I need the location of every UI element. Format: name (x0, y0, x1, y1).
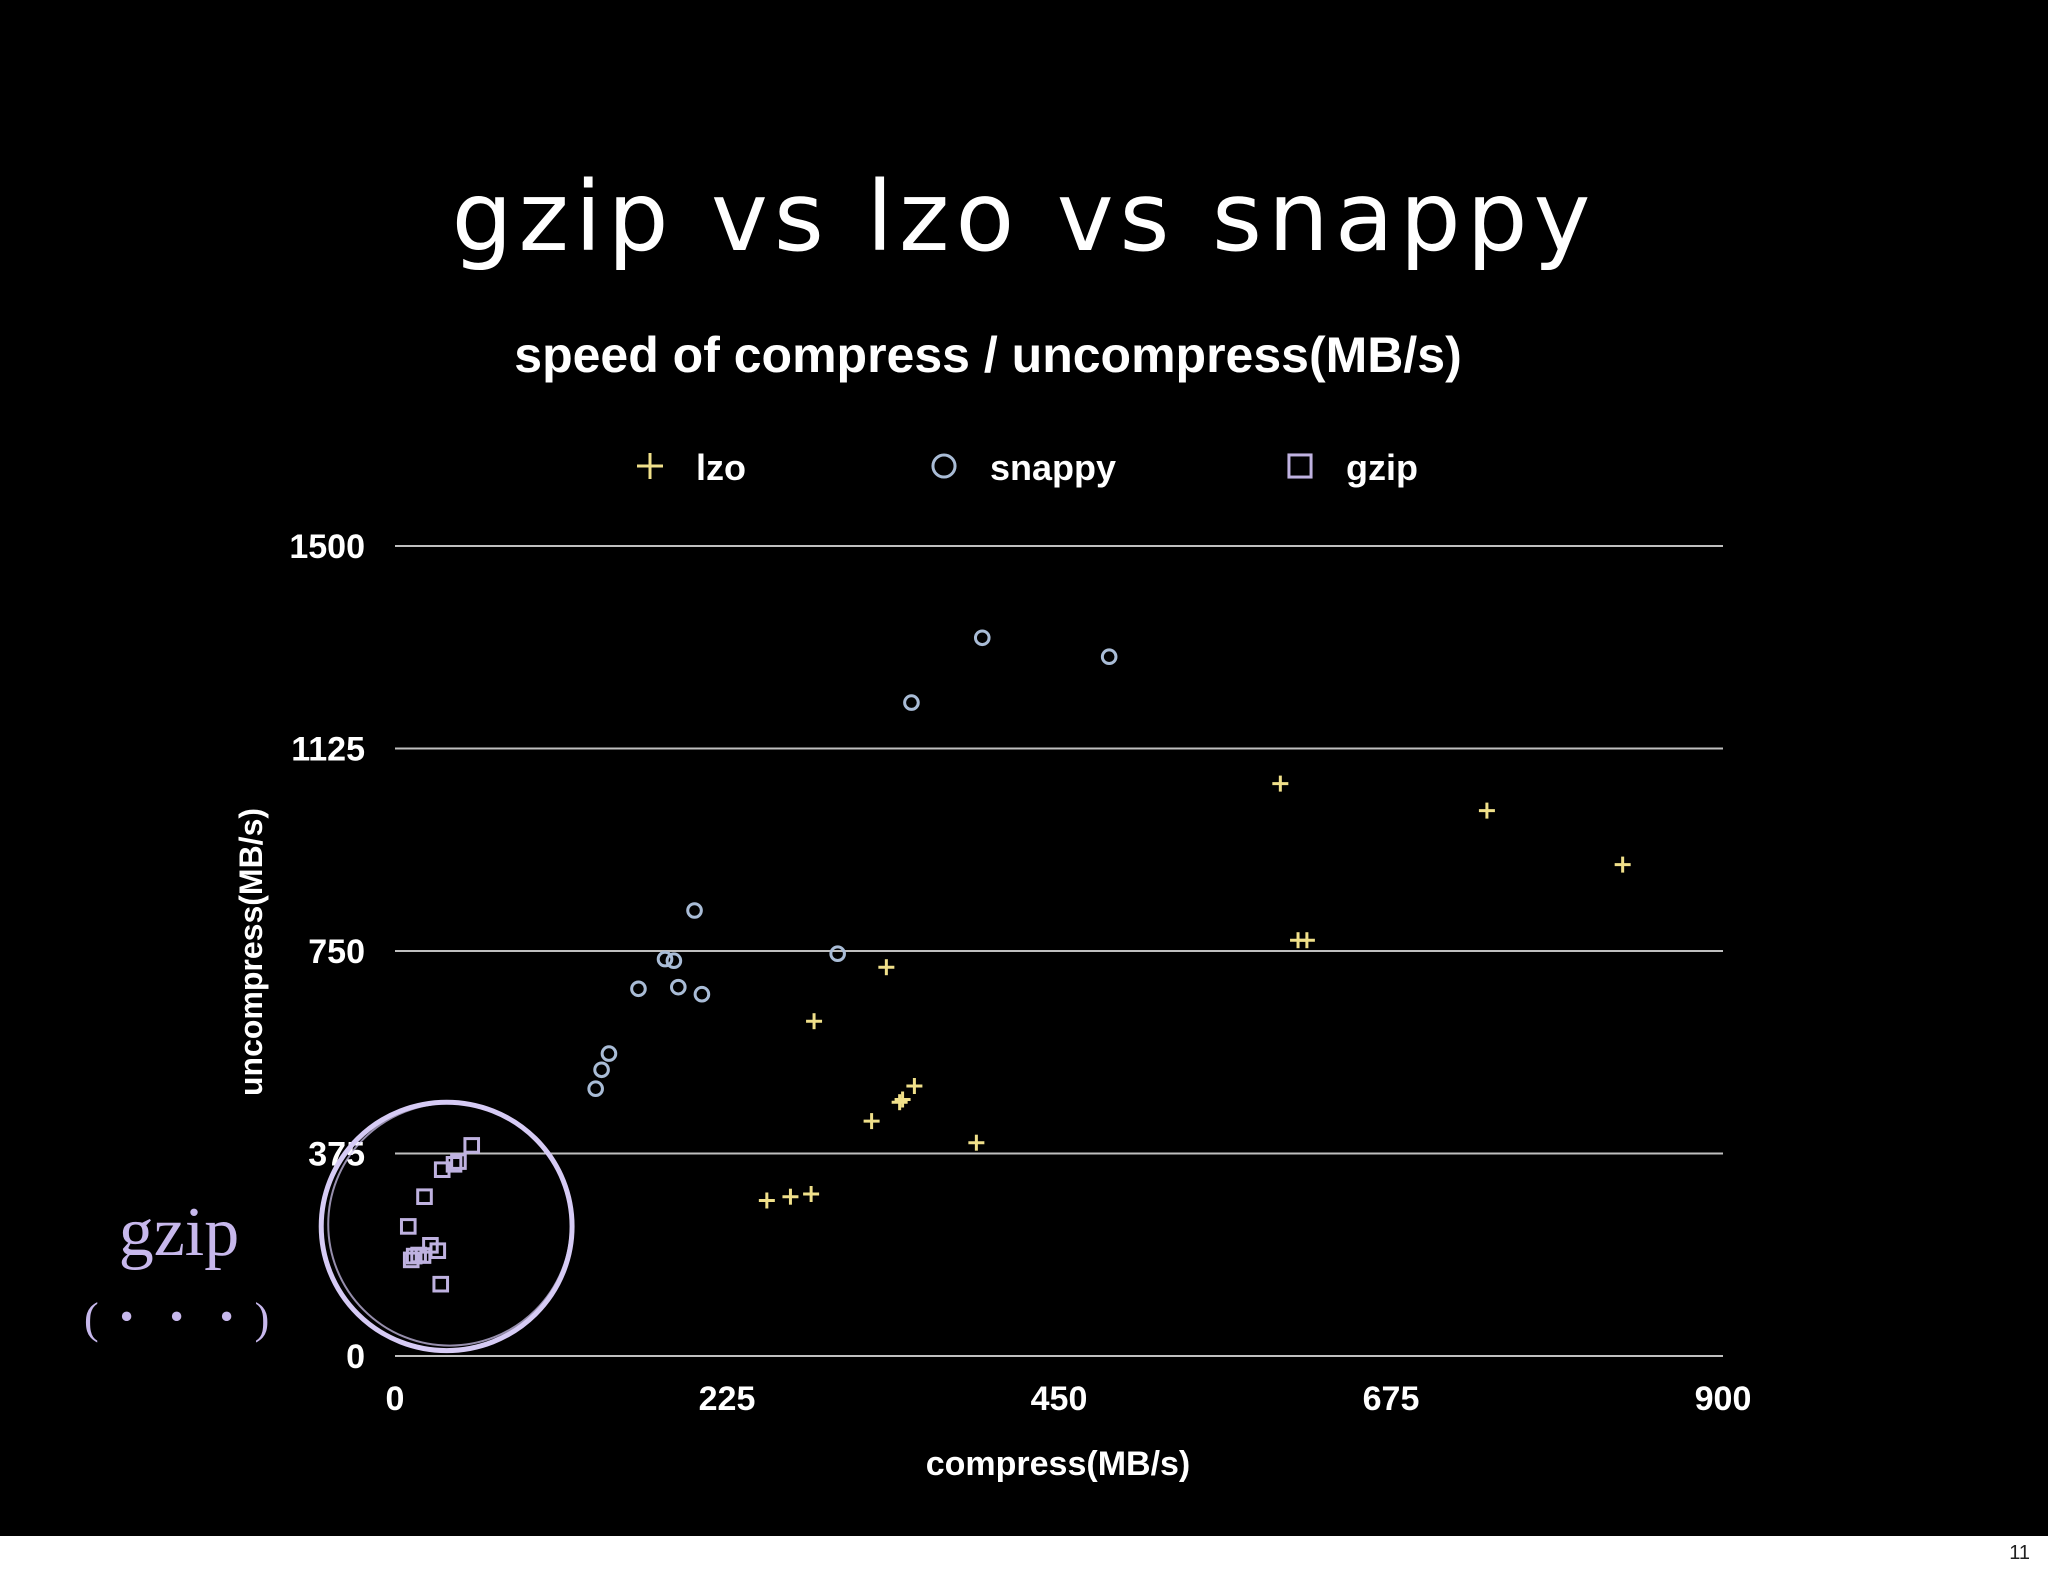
chart-title: speed of compress / uncompress(MB/s) (514, 327, 1461, 383)
page-number: 11 (2009, 1542, 2030, 1564)
circle-mark (630, 980, 647, 998)
series-gzip (399, 1137, 481, 1293)
circle-mark (587, 1080, 604, 1097)
circle-mark (670, 978, 687, 996)
data-point-snappy (973, 629, 991, 647)
square-mark (399, 1218, 417, 1235)
x-tick-label: 450 (1031, 1380, 1088, 1418)
data-point-lzo (863, 1113, 880, 1130)
data-point-snappy (686, 902, 703, 919)
data-point-snappy (829, 945, 846, 963)
data-point-snappy (665, 952, 683, 970)
legend-marker-gzip (1287, 453, 1313, 479)
legend-marker-lzo (637, 453, 663, 479)
legend-item-gzip: gzip (1287, 447, 1418, 488)
circle-mark (829, 945, 846, 963)
data-point-lzo (1298, 932, 1315, 949)
slide-title: gzip vs lzo vs snappy (451, 161, 1597, 273)
circle-mark (903, 694, 920, 711)
square-mark (414, 1247, 432, 1264)
data-point-gzip (450, 1153, 467, 1170)
circle-mark (1100, 648, 1118, 666)
data-point-snappy (693, 985, 711, 1003)
legend-marker-snappy (931, 453, 957, 479)
data-point-snappy (1100, 648, 1118, 666)
data-point-gzip (414, 1247, 432, 1264)
scatter-chart: speed of compress / uncompress(MB/s) lzo… (233, 327, 1752, 1483)
data-point-lzo (758, 1192, 775, 1209)
data-point-gzip (433, 1161, 451, 1179)
data-point-lzo (782, 1188, 799, 1205)
y-tick-label: 1500 (289, 528, 365, 566)
highlight-stroke (318, 1099, 575, 1354)
data-point-snappy (600, 1045, 618, 1062)
square-mark (450, 1153, 467, 1170)
circle-mark (593, 1061, 610, 1079)
x-tick-label: 225 (699, 1380, 756, 1418)
square-mark (432, 1275, 450, 1293)
data-point-lzo (891, 1094, 908, 1111)
data-point-gzip (399, 1218, 417, 1235)
x-tick-label: 0 (386, 1380, 405, 1418)
gridlines (395, 545, 1723, 1357)
x-axis-ticks: 0 225 450 675 900 (386, 1380, 1752, 1418)
circle-mark (600, 1045, 618, 1062)
circle-mark (665, 952, 683, 970)
series-lzo (758, 775, 1631, 1209)
data-point-gzip (402, 1251, 420, 1269)
x-axis-label: compress(MB/s) (926, 1445, 1191, 1483)
legend-item-snappy: snappy (931, 447, 1116, 488)
x-tick-label: 900 (1695, 1380, 1752, 1418)
gzip-annotation-dots: (・・・) (84, 1294, 276, 1343)
y-axis-label: uncompress(MB/s) (233, 808, 269, 1096)
data-point-lzo (968, 1134, 985, 1151)
data-point-lzo (1478, 802, 1495, 819)
legend-label-lzo: lzo (696, 447, 746, 488)
square-mark (416, 1188, 433, 1206)
circle-mark (973, 629, 991, 647)
legend-label-gzip: gzip (1346, 447, 1418, 488)
data-point-gzip (416, 1188, 433, 1206)
circle-mark (686, 902, 703, 919)
data-points (399, 629, 1631, 1293)
circle-mark (656, 950, 674, 968)
data-point-lzo (1614, 856, 1631, 873)
series-snappy (587, 629, 1118, 1097)
data-point-snappy (903, 694, 920, 711)
data-point-lzo (803, 1186, 820, 1202)
data-point-lzo (894, 1091, 911, 1108)
square-mark (463, 1137, 481, 1154)
data-point-lzo (806, 1013, 823, 1030)
data-point-snappy (593, 1061, 610, 1079)
y-tick-label: 0 (346, 1338, 365, 1376)
legend-label-snappy: snappy (990, 447, 1116, 488)
x-tick-label: 675 (1363, 1380, 1420, 1418)
data-point-lzo (1272, 775, 1289, 792)
highlight-stroke-inner (327, 1102, 573, 1347)
data-point-gzip (463, 1137, 481, 1154)
gzip-annotation-label: gzip (118, 1194, 240, 1271)
data-point-lzo (878, 959, 895, 976)
y-tick-label: 1125 (291, 731, 365, 769)
square-mark (433, 1161, 451, 1179)
data-point-snappy (630, 980, 647, 998)
data-point-gzip (432, 1275, 450, 1293)
circle-mark (931, 453, 957, 479)
data-point-snappy (670, 978, 687, 996)
square-mark (402, 1251, 420, 1269)
legend: lzo snappy gzip (637, 447, 1418, 488)
slide: gzip vs lzo vs snappy speed of compress … (0, 0, 2048, 1536)
legend-item-lzo: lzo (637, 447, 746, 488)
data-point-snappy (656, 950, 674, 968)
data-point-snappy (587, 1080, 604, 1097)
y-tick-label: 750 (308, 933, 365, 971)
circle-mark (693, 985, 711, 1003)
data-point-lzo (906, 1078, 923, 1094)
gzip-highlight-circle (318, 1099, 575, 1354)
square-mark (1287, 453, 1313, 479)
